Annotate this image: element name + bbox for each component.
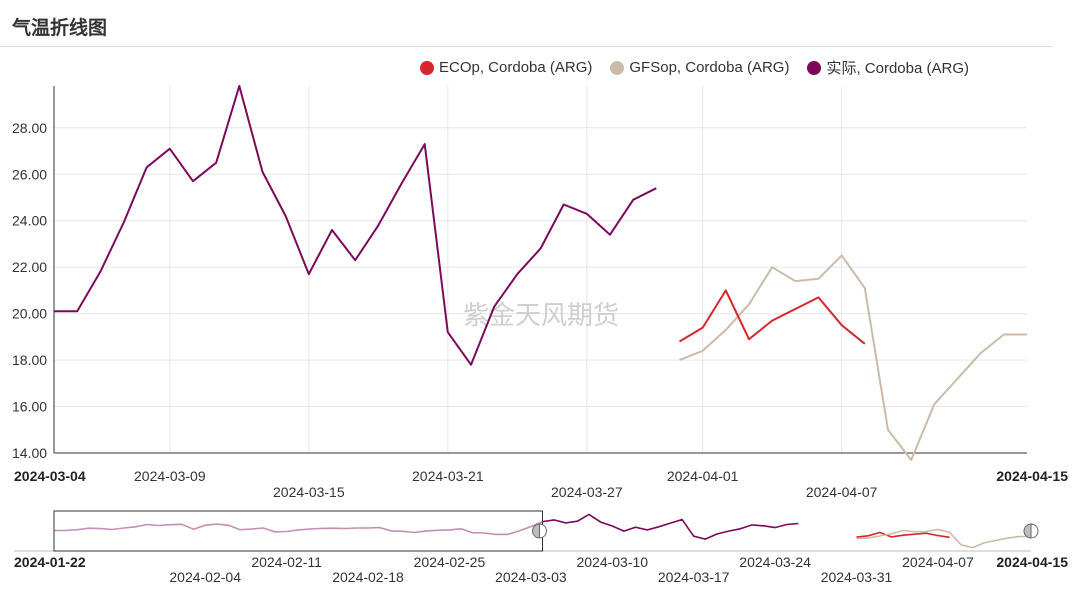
navigator-tick-label: 2024-04-07 [902,554,974,570]
series-line-ecop [678,289,866,345]
chart-title: 气温折线图 [12,17,108,39]
navigator-tick-label: 2024-03-03 [495,569,567,585]
navigator-tick-label: 2024-03-31 [821,569,893,585]
navigator-line-ecop [856,531,950,539]
legend-label-actual: 实际, Cordoba (ARG) [826,60,969,77]
legend-item-ecop[interactable]: ECOp, Cordoba (ARG) [420,57,592,78]
navigator-tick-label: 2024-02-04 [169,569,241,585]
handle-half [532,523,540,539]
series-line-gfsop [679,254,1027,461]
x-tick-label: 2024-04-01 [667,468,739,484]
y-tick-label: 16.00 [12,399,47,415]
y-tick-label: 14.00 [12,445,47,461]
navigator-start-label: 2024-01-22 [14,554,86,570]
legend: ECOp, Cordoba (ARG) GFSop, Cordoba (ARG)… [420,57,969,78]
x-tick-label: 2024-04-07 [806,484,878,500]
navigator-tick-label: 2024-02-25 [414,554,486,570]
x-tick-label: 2024-03-09 [134,468,206,484]
navigator-tick-label: 2024-03-17 [658,569,730,585]
legend-marker-gfsop [610,60,625,75]
legend-label-gfsop: GFSop, Cordoba (ARG) [629,59,790,76]
navigator-handle-right[interactable] [1023,523,1039,539]
x-tick-label: 2024-03-27 [551,484,623,500]
x-tick-label: 2024-03-04 [14,468,86,484]
navigator-tick-label: 2024-03-10 [576,554,648,570]
y-tick-label: 28.00 [12,120,47,136]
navigator-handle-left[interactable] [532,523,547,539]
watermark: 紫金天风期货 [463,301,619,331]
handle-half [1023,523,1032,539]
navigator-tick-label: 2024-02-11 [251,554,322,570]
handle-half [1030,523,1039,539]
x-tick-label: 2024-03-21 [412,468,484,484]
legend-label-ecop: ECOp, Cordoba (ARG) [439,59,593,76]
x-tick-label: 2024-04-15 [996,468,1068,484]
navigator-window[interactable] [53,510,543,552]
legend-marker-actual [807,60,822,75]
y-tick-label: 22.00 [12,259,47,275]
y-tick-label: 20.00 [12,306,47,322]
navigator-line-gfsop [856,528,1031,549]
x-tick-label: 2024-03-15 [273,484,345,500]
legend-item-gfsop[interactable]: GFSop, Cordoba (ARG) [610,57,789,78]
series-line-actual [54,85,657,366]
navigator-tick-label: 2024-03-24 [739,554,811,570]
handle-half [539,523,547,539]
legend-marker-ecop [420,60,434,75]
y-tick-label: 24.00 [12,213,47,229]
navigator-tick-label: 2024-02-18 [332,569,404,585]
title-divider [0,46,1052,47]
legend-item-actual[interactable]: 实际, Cordoba (ARG) [807,57,969,78]
y-tick-label: 26.00 [12,166,47,182]
navigator-end-label: 2024-04-15 [996,554,1068,570]
y-tick-label: 18.00 [12,352,47,368]
